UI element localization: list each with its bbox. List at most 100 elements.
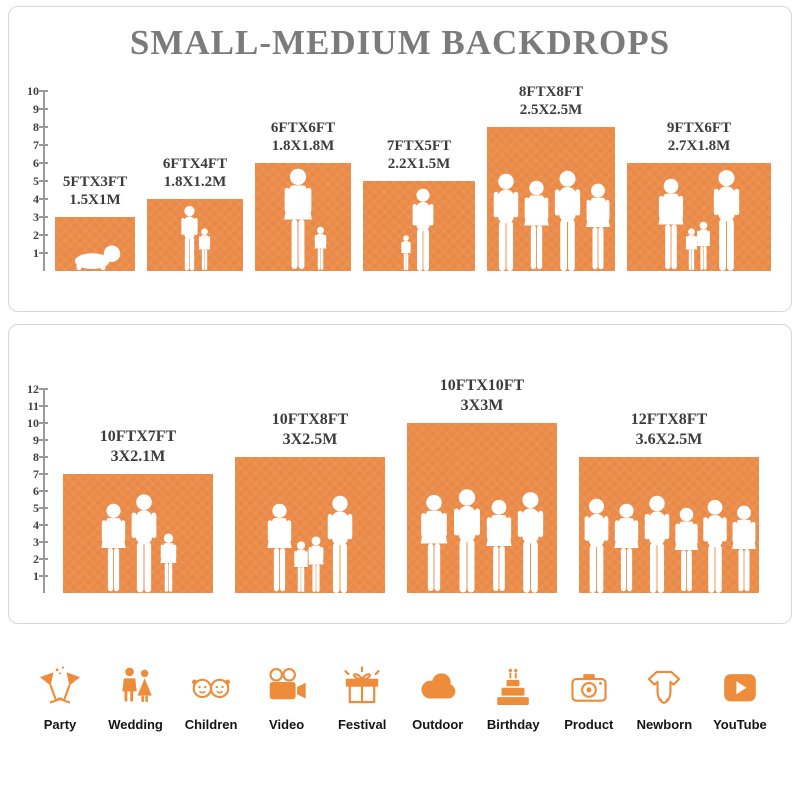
ruler-tick-mark — [39, 216, 48, 218]
ruler-tick-mark — [39, 524, 48, 526]
category-label: Outdoor — [412, 717, 464, 732]
backdrop-size-label: 8FTX8FT 2.5X2.5M — [518, 83, 584, 119]
person-silhouette-man — [453, 489, 480, 593]
ruler-tick-number: 2 — [33, 228, 39, 242]
category-label: YouTube — [713, 717, 767, 732]
ruler-small-medium: 1 2 3 4 5 6 7 8 9 10 — [19, 84, 49, 271]
ruler-tick-number: 6 — [33, 156, 39, 170]
ruler-tick-mark — [39, 439, 48, 441]
ruler-tick-number: 2 — [33, 552, 39, 566]
backdrop-item-7ftx5ft: 7FTX5FT 2.2X1.5M — [363, 137, 475, 271]
backdrop-size-label: 7FTX5FT 2.2X1.5M — [386, 137, 452, 173]
backdrop-size-label: 10FTX10FT 3X3M — [439, 377, 525, 414]
person-silhouette-woman — [657, 178, 684, 270]
person-silhouette-man — [131, 494, 157, 593]
ruler-tick-mark — [39, 405, 48, 407]
ruler-tick-mark — [39, 422, 48, 424]
person-silhouette-girl — [160, 533, 177, 592]
person-silhouette-man — [554, 170, 581, 271]
size-chart-large: 1 2 3 4 5 6 7 8 9 10 11 12 10FTX7FT 3X2.1M 10FTX8FT … — [19, 367, 783, 593]
person-silhouette-man — [702, 499, 727, 593]
category-label: Birthday — [486, 717, 540, 732]
ruler-tick-mark — [39, 162, 48, 164]
birthday-icon — [487, 658, 539, 710]
backdrop-rect — [627, 163, 771, 271]
wedding-icon — [110, 658, 162, 710]
ruler-tick-mark — [39, 575, 48, 577]
ruler-tick-number: 4 — [33, 518, 39, 532]
backdrop-item-8ftx8ft: 8FTX8FT 2.5X2.5M — [487, 83, 615, 271]
backdrop-item-10ftx7ft: 10FTX7FT 3X2.1M — [63, 427, 213, 593]
person-silhouette-woman — [586, 183, 610, 270]
video-icon — [261, 658, 313, 710]
person-silhouette-man — [327, 495, 352, 593]
ruler-tick-mark — [39, 473, 48, 475]
page-title: SMALL-MEDIUM BACKDROPS — [129, 23, 671, 62]
outdoor-icon — [412, 658, 464, 710]
category-label: Children — [184, 717, 238, 732]
ruler-tick-mark — [39, 490, 48, 492]
ruler-tick-number: 5 — [33, 174, 39, 188]
ruler-tick-mark — [39, 126, 48, 128]
backdrop-rect — [487, 127, 615, 271]
backdrop-size-label: 6FTX6FT 1.8X1.8M — [270, 119, 336, 155]
person-silhouette-woman — [101, 503, 126, 592]
category-children: Children — [177, 658, 245, 732]
category-youtube: YouTube — [706, 658, 774, 732]
person-silhouette-woman — [731, 505, 756, 592]
person-silhouette-girl — [198, 228, 211, 271]
backdrop-item-5ftx3ft: 5FTX3FT 1.5X1M — [55, 173, 135, 271]
category-festival: Festival — [328, 658, 396, 732]
ruler-tick-mark — [39, 144, 48, 146]
backdrop-rect — [363, 181, 475, 271]
person-silhouette-man — [412, 188, 434, 271]
person-silhouette-man — [584, 498, 608, 593]
ruler-tick-number: 5 — [33, 501, 39, 515]
ruler-tick-mark — [39, 541, 48, 543]
person-silhouette-man — [493, 173, 519, 271]
category-outdoor: Outdoor — [404, 658, 472, 732]
person-silhouette-woman — [420, 494, 447, 591]
backdrop-item-6ftx6ft: 6FTX6FT 1.8X1.8M — [255, 119, 351, 271]
backdrop-item-9ftx6ft: 9FTX6FT 2.7X1.8M — [627, 119, 771, 271]
children-icon — [185, 658, 237, 710]
person-silhouette-woman — [485, 499, 512, 591]
backdrop-rect — [579, 457, 759, 593]
person-silhouette-girl — [307, 536, 324, 592]
ruler-tick-number: 10 — [27, 416, 39, 430]
ruler-tick-mark — [39, 388, 48, 390]
newborn-icon — [638, 658, 690, 710]
category-label: Newborn — [636, 717, 693, 732]
ruler-tick-mark — [39, 558, 48, 560]
backdrop-rect — [407, 423, 557, 593]
backdrop-size-label: 12FTX8FT 3.6X2.5M — [630, 411, 708, 448]
category-wedding: Wedding — [102, 658, 170, 732]
ruler-tick-mark — [39, 198, 48, 200]
person-silhouette-woman — [266, 503, 292, 592]
category-newborn: Newborn — [630, 658, 698, 732]
ruler-tick-mark — [39, 108, 48, 110]
ruler-tick-number: 11 — [27, 399, 39, 413]
ruler-tick-number: 8 — [33, 450, 39, 464]
ruler-tick-number: 12 — [27, 382, 39, 396]
person-silhouette-woman — [524, 180, 549, 270]
person-silhouette-woman — [613, 503, 639, 592]
ruler-tick-mark — [39, 90, 48, 92]
person-silhouette-girl — [696, 221, 710, 270]
backdrop-rect — [63, 474, 213, 593]
backdrop-size-label: 10FTX7FT 3X2.1M — [99, 428, 177, 465]
ruler-tick-number: 10 — [27, 84, 39, 98]
backdrop-item-10ftx10ft: 10FTX10FT 3X3M — [407, 376, 557, 593]
person-silhouette-woman — [283, 168, 312, 270]
ruler-tick-number: 9 — [33, 102, 39, 116]
person-silhouette-woman — [674, 507, 698, 592]
ruler-tick-number: 7 — [33, 138, 39, 152]
category-label: Party — [43, 717, 77, 732]
ruler-tick-number: 6 — [33, 484, 39, 498]
backdrop-item-12ftx8ft: 12FTX8FT 3.6X2.5M — [579, 410, 759, 593]
ruler-tick-mark — [39, 456, 48, 458]
person-silhouette-man — [644, 495, 669, 593]
ruler-tick-mark — [39, 180, 48, 182]
ruler-tick-mark — [39, 252, 48, 254]
